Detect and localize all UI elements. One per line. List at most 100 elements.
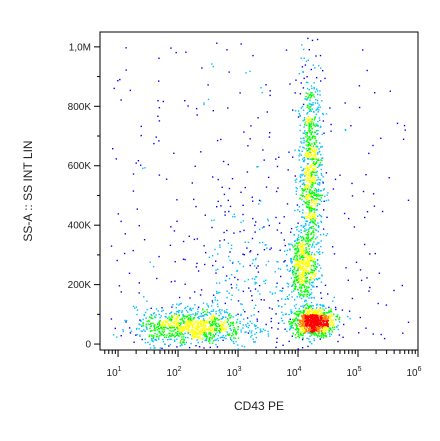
event-point xyxy=(301,331,303,333)
event-point xyxy=(199,333,201,335)
event-point xyxy=(307,121,310,123)
event-point xyxy=(324,335,327,337)
event-point xyxy=(306,229,308,231)
event-point xyxy=(192,326,194,328)
event-point xyxy=(314,220,316,222)
event-point xyxy=(255,336,257,339)
event-point xyxy=(110,245,113,247)
event-point xyxy=(204,326,206,328)
event-point xyxy=(213,319,215,322)
event-point xyxy=(182,330,184,333)
event-point xyxy=(320,316,322,318)
event-point xyxy=(230,316,232,319)
event-point xyxy=(221,186,223,188)
event-point xyxy=(211,305,213,307)
event-point xyxy=(366,277,368,279)
event-point xyxy=(171,325,173,327)
event-point xyxy=(200,151,202,153)
event-point xyxy=(330,318,332,320)
event-point xyxy=(325,316,328,318)
event-point xyxy=(306,290,309,292)
event-point xyxy=(302,275,304,277)
event-point xyxy=(236,318,239,321)
event-point xyxy=(321,321,323,323)
event-point xyxy=(290,260,292,263)
event-point xyxy=(319,328,321,330)
event-point xyxy=(128,272,131,274)
event-point xyxy=(307,291,310,293)
event-point xyxy=(311,171,313,173)
event-point xyxy=(299,267,301,269)
event-point xyxy=(310,233,312,235)
event-point xyxy=(175,332,177,334)
event-point xyxy=(294,328,296,331)
event-point xyxy=(312,311,315,313)
event-point xyxy=(306,290,308,292)
event-point xyxy=(173,329,176,331)
event-point xyxy=(220,205,222,207)
event-point xyxy=(211,219,213,222)
event-point xyxy=(319,162,321,164)
event-point xyxy=(310,125,312,128)
event-point xyxy=(315,124,317,127)
event-point xyxy=(158,255,160,258)
event-point xyxy=(302,266,304,268)
event-point xyxy=(310,155,312,157)
event-point xyxy=(207,84,209,86)
event-point xyxy=(308,317,310,319)
event-point xyxy=(322,251,324,254)
event-point xyxy=(177,314,179,316)
event-point xyxy=(150,322,153,324)
event-point xyxy=(294,175,296,177)
event-point xyxy=(304,98,306,100)
event-point xyxy=(219,240,221,242)
event-point xyxy=(124,319,126,322)
event-point xyxy=(332,188,335,190)
event-point xyxy=(293,280,295,282)
event-point xyxy=(325,113,328,115)
event-point xyxy=(215,260,217,262)
event-point xyxy=(310,92,312,94)
event-point xyxy=(144,311,147,314)
event-point xyxy=(209,332,211,334)
event-point xyxy=(194,312,197,314)
event-point xyxy=(125,321,127,323)
event-point xyxy=(269,90,271,92)
event-point xyxy=(222,160,225,163)
event-point xyxy=(308,310,311,312)
event-point xyxy=(217,323,220,325)
event-point xyxy=(226,321,229,323)
event-point xyxy=(317,176,319,179)
event-point xyxy=(227,319,229,321)
event-point xyxy=(197,311,199,313)
event-point xyxy=(143,329,145,331)
event-point xyxy=(312,158,314,160)
event-point xyxy=(295,326,298,328)
event-point xyxy=(307,237,310,239)
event-point xyxy=(310,192,313,194)
event-point xyxy=(308,147,310,150)
event-point xyxy=(312,200,315,202)
event-point xyxy=(305,216,307,218)
event-point xyxy=(229,328,231,330)
event-point xyxy=(330,130,332,132)
event-point xyxy=(301,66,304,68)
event-point xyxy=(311,181,314,183)
event-point xyxy=(312,327,314,330)
event-point xyxy=(237,289,240,291)
event-point xyxy=(212,294,215,296)
event-point xyxy=(288,323,291,325)
event-point xyxy=(200,322,202,324)
event-point xyxy=(216,282,218,284)
event-point xyxy=(302,173,304,176)
event-point xyxy=(327,325,329,327)
event-point xyxy=(362,49,364,51)
event-point xyxy=(301,267,303,270)
event-point xyxy=(302,243,304,246)
event-point xyxy=(327,329,329,331)
event-point xyxy=(301,261,303,263)
event-point xyxy=(235,322,238,324)
event-point xyxy=(313,193,316,195)
event-point xyxy=(158,330,160,332)
event-point xyxy=(251,334,253,337)
